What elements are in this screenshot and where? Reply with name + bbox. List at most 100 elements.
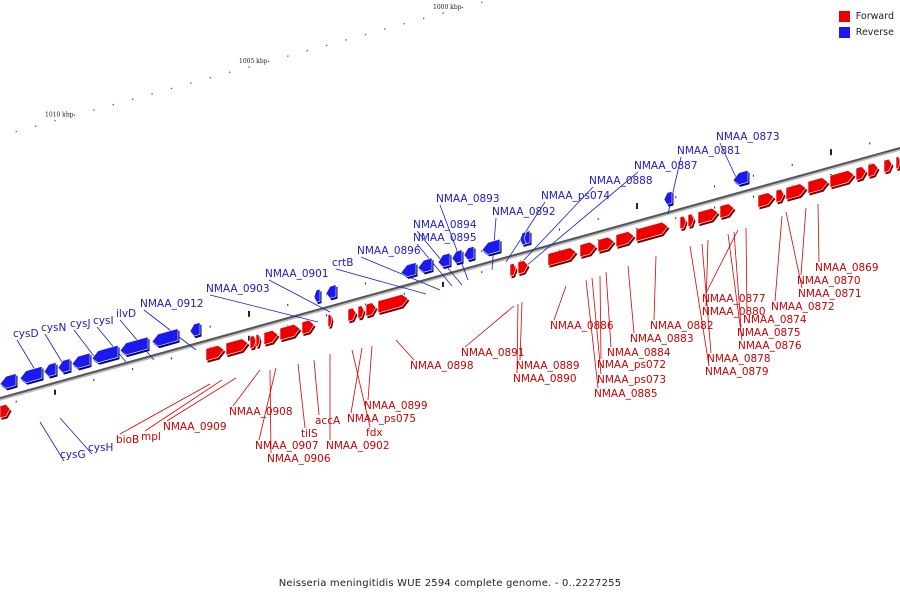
gene-arrow-r-4 — [71, 352, 91, 369]
gene-arrow-r-1 — [19, 365, 43, 384]
ruler-dot — [287, 55, 289, 57]
gene-label-nmaa-0872: NMAA_0872 — [771, 301, 835, 313]
gene-arrow-f-8 — [327, 313, 333, 328]
leader-nmaa-0876 — [727, 233, 743, 341]
leader-nmaa-0906 — [269, 369, 272, 454]
leader-nmaa-0884 — [605, 271, 612, 348]
gene-arrow-f-32 — [895, 156, 900, 170]
gene-label-nmaa-0891: NMAA_0891 — [461, 347, 525, 359]
leader-fdx — [351, 349, 371, 428]
gene-arrow-f-6 — [279, 323, 301, 341]
ruler-dot — [345, 39, 347, 41]
ruler-dot — [384, 28, 386, 30]
gene-arrow-f-4 — [255, 333, 261, 348]
legend-item-reverse: Reverse — [838, 24, 894, 40]
leader-nmaa-0888 — [521, 186, 594, 263]
gene-arrow-f-10 — [357, 305, 365, 319]
leader-nmaa-0878 — [701, 243, 712, 354]
gene-label-nmaa-0896: NMAA_0896 — [357, 245, 421, 257]
gene-arrow-f-0 — [0, 403, 11, 419]
gene-label-nmaa-0902: NMAA_0902 — [326, 440, 390, 452]
gene-arrow-f-12 — [377, 293, 409, 314]
ruler-dot — [132, 98, 134, 100]
gene-arrow-f-17 — [597, 236, 615, 253]
backbone-line — [0, 147, 900, 399]
leader-nmaa-0875 — [733, 231, 742, 328]
gene-arrow-r-18 — [523, 230, 531, 245]
gene-label-ilvd: ilvD — [116, 308, 136, 320]
legend-label-forward: Forward — [855, 10, 894, 22]
gene-arrow-f-14 — [517, 260, 529, 275]
gene-label-nmaa-0869: NMAA_0869 — [815, 262, 879, 274]
leader-nmaa-0887 — [525, 171, 639, 267]
backbone-shadow — [0, 148, 900, 401]
leader-nmaa-0879 — [689, 245, 710, 367]
map-caption: Neisseria meningitidis WUE 2594 complete… — [278, 578, 622, 589]
ruler-dot — [54, 120, 56, 122]
gene-arrow-f-9 — [347, 307, 357, 322]
gene-arrow-f-15 — [547, 247, 577, 267]
gene-label-nmaa-0892: NMAA_0892 — [492, 206, 556, 218]
gene-arrow-r-15 — [463, 245, 475, 261]
leader-nmaa-0895 — [416, 243, 453, 287]
leader-nmaa-0909 — [166, 377, 237, 422]
gene-label-nmaa-0888: NMAA_0888 — [589, 175, 653, 187]
gene-arrow-r-9 — [313, 288, 321, 303]
gene-label-nmaa-0875: NMAA_0875 — [737, 327, 801, 339]
gene-label-cysg: cysG — [60, 449, 86, 461]
gene-label-nmaa-0909: NMAA_0909 — [163, 421, 227, 433]
gene-label-nmaa-0906: NMAA_0906 — [267, 453, 331, 465]
gene-label-nmaa-0903: NMAA_0903 — [206, 283, 270, 295]
leader-nmaa-0912 — [143, 309, 197, 351]
leader-cysh — [59, 417, 93, 455]
gene-label-nmaa-0873: NMAA_0873 — [716, 131, 780, 143]
gene-label-crtb: crtB — [332, 257, 353, 269]
gene-label-nmaa-ps072: NMAA_ps072 — [597, 359, 666, 371]
leader-nmaa-0890 — [516, 303, 519, 374]
gene-arrow-r-3 — [57, 358, 71, 373]
gene-arrow-f-5 — [263, 329, 279, 346]
leader-nmaa-0908 — [232, 369, 261, 407]
gene-label-nmaa-0871: NMAA_0871 — [798, 288, 862, 300]
gene-label-cysd: cysD — [13, 328, 39, 340]
gene-label-nmaa-0876: NMAA_0876 — [738, 340, 802, 352]
gene-arrow-r-11 — [400, 262, 417, 278]
leader-nmaa-0870 — [800, 207, 807, 276]
leader-nmaa-0894 — [416, 230, 463, 286]
gene-label-nmaa-0885: NMAA_0885 — [594, 388, 658, 400]
gene-label-nmaa-ps074: NMAA_ps074 — [541, 190, 610, 202]
legend-swatch-forward — [838, 10, 850, 22]
ruler-dot — [229, 71, 231, 73]
leader-nmaa-0877 — [705, 229, 739, 294]
ruler-dot — [423, 17, 425, 20]
gene-label-nmaa-0898: NMAA_0898 — [410, 360, 474, 372]
ruler-dot — [151, 93, 153, 95]
ruler-dot — [209, 77, 211, 79]
leader-nmaa-ps073 — [591, 277, 602, 375]
gene-label-fdx: fdx — [366, 427, 383, 439]
gene-label-nmaa-0908: NMAA_0908 — [229, 406, 293, 418]
gene-label-acca: accA — [315, 415, 341, 427]
gene-arrow-f-26 — [785, 183, 807, 201]
gene-arrow-r-5 — [91, 344, 119, 364]
gene-arrow-f-13 — [509, 262, 517, 277]
leader-tils — [297, 363, 306, 429]
gene-label-cysj: cysJ — [70, 318, 91, 330]
leader-nmaa-0871 — [785, 211, 803, 289]
tick-label: 1000 kbp — [433, 4, 462, 11]
gene-label-nmaa-0895: NMAA_0895 — [413, 232, 477, 244]
gene-arrow-f-3 — [249, 335, 257, 349]
gene-label-nmaa-ps075: NMAA_ps075 — [347, 413, 416, 425]
leader-nmaa-ps075 — [350, 347, 363, 414]
gene-label-nmaa-0889: NMAA_0889 — [516, 360, 580, 372]
gene-label-nmaa-0884: NMAA_0884 — [607, 347, 671, 359]
gene-label-nmaa-0878: NMAA_0878 — [707, 353, 771, 365]
legend-swatch-reverse — [838, 26, 850, 38]
leader-nmaa-0893 — [439, 204, 469, 281]
tick-label: 1005 kbp — [239, 58, 268, 65]
ruler-dot — [15, 130, 17, 133]
gene-label-cysi: cysI — [93, 315, 114, 327]
ruler-dot — [326, 44, 328, 46]
